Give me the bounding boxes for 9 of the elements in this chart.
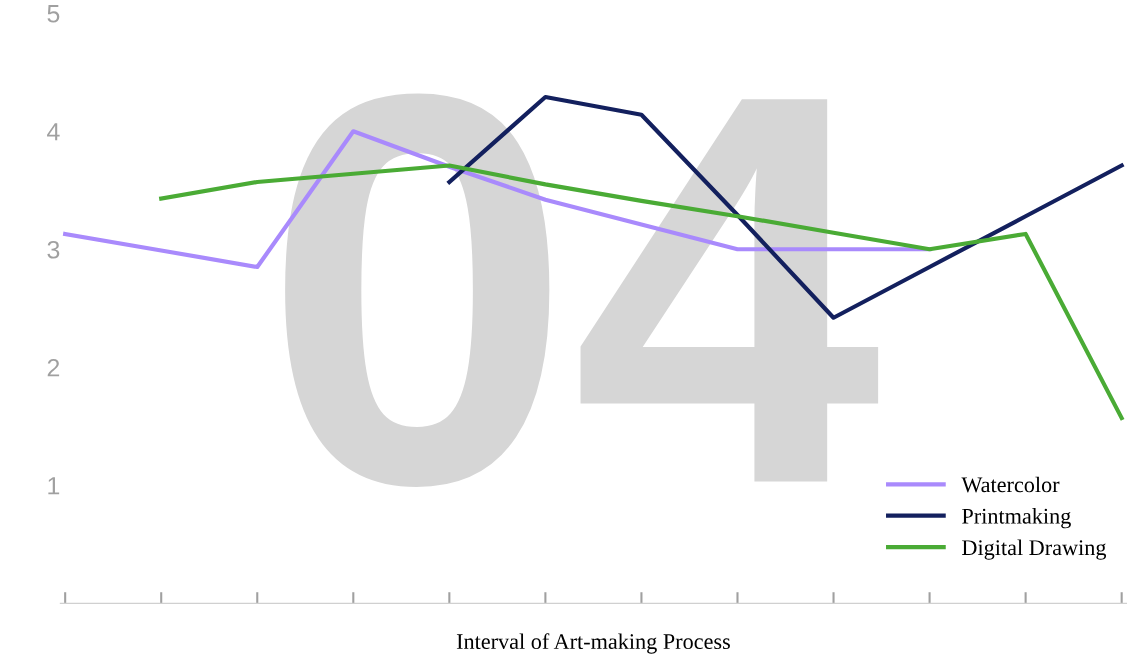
- legend-label: Digital Drawing: [962, 539, 1107, 560]
- y-tick-label: 1: [48, 477, 60, 495]
- y-tick-label: 2: [47, 358, 60, 377]
- y-tick-label: 3: [47, 240, 60, 259]
- x-axis-title: Interval of Art-making Process: [456, 633, 730, 654]
- legend-label: Watercolor: [961, 476, 1060, 493]
- y-tick-label: 4: [47, 123, 60, 141]
- legend-label: Printmaking: [962, 508, 1071, 529]
- y-tick-label: 5: [47, 5, 60, 23]
